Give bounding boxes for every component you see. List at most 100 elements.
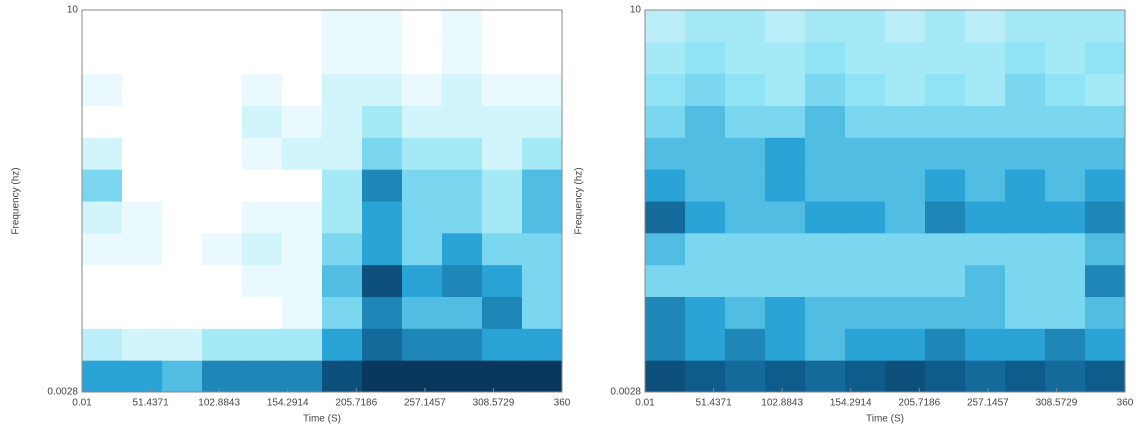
- heat-cell: [202, 201, 243, 234]
- y-tick-label: 0.0028: [47, 387, 78, 398]
- heat-cell: [162, 41, 203, 75]
- heat-cell: [765, 137, 806, 170]
- heat-cell: [322, 10, 363, 43]
- heat-cell: [885, 73, 926, 106]
- heat-cell: [1005, 41, 1046, 75]
- heat-cell: [202, 264, 243, 297]
- heat-cell: [442, 73, 483, 106]
- heat-cell: [1085, 296, 1126, 329]
- heat-cell: [282, 169, 323, 202]
- heat-cell: [965, 137, 1006, 170]
- heat-cell: [645, 201, 686, 234]
- heat-cell: [725, 137, 766, 170]
- heat-cell: [845, 360, 886, 393]
- x-tick-label: 51.4371: [132, 398, 169, 409]
- heat-cell: [885, 360, 926, 393]
- heat-cell: [1045, 360, 1086, 393]
- heat-cell: [965, 169, 1006, 202]
- heat-cell: [685, 201, 726, 234]
- heat-cell: [1085, 264, 1126, 297]
- heat-cell: [845, 169, 886, 202]
- heat-cell: [685, 105, 726, 138]
- heat-cell: [845, 73, 886, 106]
- x-tick-label: 154.2914: [267, 398, 309, 409]
- heat-cell: [242, 201, 283, 234]
- heat-cell: [82, 264, 123, 297]
- heat-cell: [122, 328, 163, 361]
- heat-cell: [885, 328, 926, 361]
- heat-cell: [82, 296, 123, 329]
- heat-cell: [725, 296, 766, 329]
- heat-cell: [162, 137, 203, 170]
- heat-cell: [685, 264, 726, 297]
- heat-cell: [765, 201, 806, 234]
- heat-cell: [925, 232, 966, 266]
- heat-cell: [1045, 201, 1086, 234]
- heat-cell: [362, 328, 403, 361]
- heat-cell: [1045, 328, 1086, 361]
- heat-cell: [282, 137, 323, 170]
- heat-cell: [805, 232, 846, 266]
- heat-cell: [845, 41, 886, 75]
- heat-cell: [522, 105, 563, 138]
- heat-cell: [282, 41, 323, 75]
- y-axis-label: Frequency (hz): [11, 167, 22, 234]
- heat-cell: [482, 232, 523, 266]
- heat-cell: [522, 360, 563, 393]
- heat-cell: [885, 137, 926, 170]
- heat-cell: [242, 296, 283, 329]
- heat-cell: [402, 360, 443, 393]
- heat-cell: [202, 296, 243, 329]
- x-axis-label: Time (S): [866, 414, 904, 425]
- heat-cell: [845, 232, 886, 266]
- heat-cell: [442, 41, 483, 75]
- heat-cell: [362, 41, 403, 75]
- heat-cell: [885, 296, 926, 329]
- heat-cell: [402, 264, 443, 297]
- heat-cell: [965, 73, 1006, 106]
- heat-cell: [162, 232, 203, 266]
- x-tick-label: 51.4371: [695, 398, 732, 409]
- heat-cell: [805, 169, 846, 202]
- heat-cell: [322, 137, 363, 170]
- heat-cell: [522, 169, 563, 202]
- heat-cell: [805, 105, 846, 138]
- heat-cell: [1085, 41, 1126, 75]
- heat-cell: [482, 360, 523, 393]
- x-tick-label: 257.1457: [967, 398, 1009, 409]
- heat-cell: [965, 201, 1006, 234]
- heat-cell: [282, 264, 323, 297]
- heat-cell: [805, 137, 846, 170]
- y-tick-label: 10: [630, 5, 642, 16]
- heat-cell: [845, 264, 886, 297]
- heat-cell: [522, 41, 563, 75]
- heat-cell: [522, 264, 563, 297]
- heat-cell: [402, 105, 443, 138]
- heat-cell: [645, 232, 686, 266]
- heat-cell: [685, 41, 726, 75]
- heat-cell: [122, 232, 163, 266]
- heat-cell: [322, 328, 363, 361]
- heat-cell: [202, 105, 243, 138]
- heat-cell: [1005, 232, 1046, 266]
- heat-cell: [1045, 264, 1086, 297]
- heat-cell: [965, 232, 1006, 266]
- plot-frame: [644, 9, 1126, 393]
- heat-cell: [282, 201, 323, 234]
- heat-cell: [925, 296, 966, 329]
- heat-cell: [202, 137, 243, 170]
- heat-cell: [402, 201, 443, 234]
- heat-cell: [885, 10, 926, 43]
- heat-cell: [765, 232, 806, 266]
- heat-cell: [402, 328, 443, 361]
- heat-cell: [202, 41, 243, 75]
- heat-cell: [162, 73, 203, 106]
- heat-cell: [122, 137, 163, 170]
- heat-cell: [965, 264, 1006, 297]
- heat-cell: [522, 328, 563, 361]
- heat-cell: [442, 296, 483, 329]
- plot-frame: [81, 9, 563, 393]
- heat-cell: [925, 73, 966, 106]
- heat-cell: [82, 360, 123, 393]
- x-tick-label: 154.2914: [830, 398, 872, 409]
